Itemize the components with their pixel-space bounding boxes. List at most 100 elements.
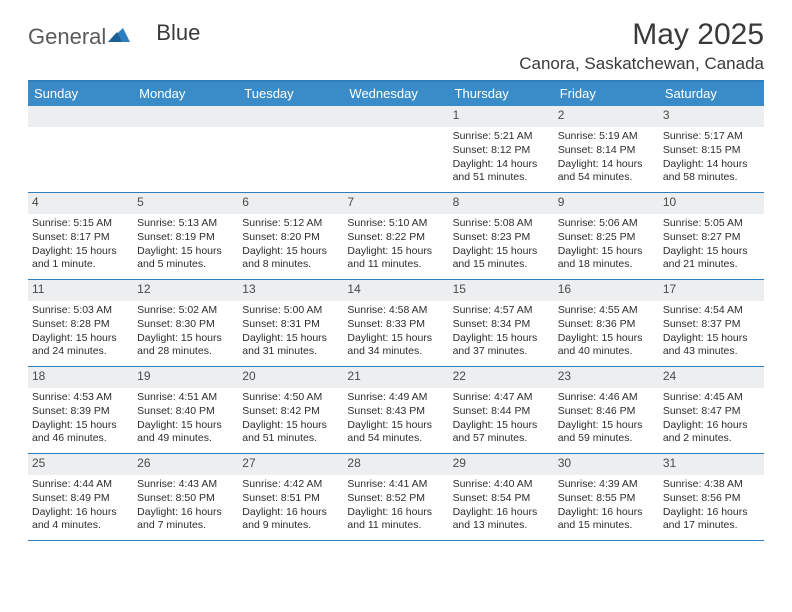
day-cell: 11Sunrise: 5:03 AMSunset: 8:28 PMDayligh… — [28, 280, 133, 366]
sunset-line: Sunset: 8:27 PM — [663, 231, 760, 245]
day-cell: 24Sunrise: 4:45 AMSunset: 8:47 PMDayligh… — [659, 367, 764, 453]
daylight-line: Daylight: 16 hours and 11 minutes. — [347, 506, 444, 534]
sunset-line: Sunset: 8:22 PM — [347, 231, 444, 245]
day-number: 2 — [554, 106, 659, 127]
daylight-line: Daylight: 15 hours and 37 minutes. — [453, 332, 550, 360]
sunrise-line: Sunrise: 5:00 AM — [242, 304, 339, 318]
sunset-line: Sunset: 8:12 PM — [453, 144, 550, 158]
week-row: 1Sunrise: 5:21 AMSunset: 8:12 PMDaylight… — [28, 106, 764, 193]
day-body: Sunrise: 5:21 AMSunset: 8:12 PMDaylight:… — [449, 127, 554, 189]
daylight-line: Daylight: 16 hours and 2 minutes. — [663, 419, 760, 447]
day-number: 30 — [554, 454, 659, 475]
sunrise-line: Sunrise: 5:03 AM — [32, 304, 129, 318]
sunset-line: Sunset: 8:50 PM — [137, 492, 234, 506]
dow-friday: Friday — [554, 82, 659, 106]
day-body: Sunrise: 5:15 AMSunset: 8:17 PMDaylight:… — [28, 214, 133, 276]
daylight-line: Daylight: 14 hours and 51 minutes. — [453, 158, 550, 186]
day-body: Sunrise: 4:42 AMSunset: 8:51 PMDaylight:… — [238, 475, 343, 537]
day-body: Sunrise: 4:39 AMSunset: 8:55 PMDaylight:… — [554, 475, 659, 537]
day-body: Sunrise: 4:51 AMSunset: 8:40 PMDaylight:… — [133, 388, 238, 450]
sunset-line: Sunset: 8:56 PM — [663, 492, 760, 506]
logo-text-2: Blue — [156, 20, 200, 46]
daylight-line: Daylight: 15 hours and 5 minutes. — [137, 245, 234, 273]
sunset-line: Sunset: 8:44 PM — [453, 405, 550, 419]
sunrise-line: Sunrise: 4:43 AM — [137, 478, 234, 492]
day-body: Sunrise: 4:54 AMSunset: 8:37 PMDaylight:… — [659, 301, 764, 363]
day-cell: 30Sunrise: 4:39 AMSunset: 8:55 PMDayligh… — [554, 454, 659, 540]
week-row: 4Sunrise: 5:15 AMSunset: 8:17 PMDaylight… — [28, 193, 764, 280]
week-row: 18Sunrise: 4:53 AMSunset: 8:39 PMDayligh… — [28, 367, 764, 454]
sunrise-line: Sunrise: 4:42 AM — [242, 478, 339, 492]
day-cell: 6Sunrise: 5:12 AMSunset: 8:20 PMDaylight… — [238, 193, 343, 279]
sunset-line: Sunset: 8:34 PM — [453, 318, 550, 332]
daylight-line: Daylight: 16 hours and 4 minutes. — [32, 506, 129, 534]
sunset-line: Sunset: 8:42 PM — [242, 405, 339, 419]
sunrise-line: Sunrise: 4:49 AM — [347, 391, 444, 405]
day-cell: 18Sunrise: 4:53 AMSunset: 8:39 PMDayligh… — [28, 367, 133, 453]
sunrise-line: Sunrise: 5:06 AM — [558, 217, 655, 231]
day-cell: 2Sunrise: 5:19 AMSunset: 8:14 PMDaylight… — [554, 106, 659, 192]
day-cell: 5Sunrise: 5:13 AMSunset: 8:19 PMDaylight… — [133, 193, 238, 279]
day-body: Sunrise: 4:46 AMSunset: 8:46 PMDaylight:… — [554, 388, 659, 450]
day-body: Sunrise: 4:38 AMSunset: 8:56 PMDaylight:… — [659, 475, 764, 537]
dow-row: Sunday Monday Tuesday Wednesday Thursday… — [28, 82, 764, 106]
day-cell: 13Sunrise: 5:00 AMSunset: 8:31 PMDayligh… — [238, 280, 343, 366]
sunset-line: Sunset: 8:15 PM — [663, 144, 760, 158]
day-number: 8 — [449, 193, 554, 214]
sunrise-line: Sunrise: 5:21 AM — [453, 130, 550, 144]
day-cell: 29Sunrise: 4:40 AMSunset: 8:54 PMDayligh… — [449, 454, 554, 540]
dow-sunday: Sunday — [28, 82, 133, 106]
logo: General Blue — [28, 24, 200, 50]
day-number: 17 — [659, 280, 764, 301]
dow-wednesday: Wednesday — [343, 82, 448, 106]
day-number: 22 — [449, 367, 554, 388]
daylight-line: Daylight: 15 hours and 1 minute. — [32, 245, 129, 273]
sunrise-line: Sunrise: 4:55 AM — [558, 304, 655, 318]
day-body: Sunrise: 4:43 AMSunset: 8:50 PMDaylight:… — [133, 475, 238, 537]
daylight-line: Daylight: 16 hours and 17 minutes. — [663, 506, 760, 534]
day-number: 26 — [133, 454, 238, 475]
day-body: Sunrise: 5:03 AMSunset: 8:28 PMDaylight:… — [28, 301, 133, 363]
day-cell: 28Sunrise: 4:41 AMSunset: 8:52 PMDayligh… — [343, 454, 448, 540]
day-body: Sunrise: 4:50 AMSunset: 8:42 PMDaylight:… — [238, 388, 343, 450]
day-number: 1 — [449, 106, 554, 127]
day-cell: 20Sunrise: 4:50 AMSunset: 8:42 PMDayligh… — [238, 367, 343, 453]
daylight-line: Daylight: 15 hours and 49 minutes. — [137, 419, 234, 447]
day-cell: 19Sunrise: 4:51 AMSunset: 8:40 PMDayligh… — [133, 367, 238, 453]
day-number: 29 — [449, 454, 554, 475]
sunset-line: Sunset: 8:40 PM — [137, 405, 234, 419]
sunset-line: Sunset: 8:14 PM — [558, 144, 655, 158]
day-number: 12 — [133, 280, 238, 301]
day-cell: 21Sunrise: 4:49 AMSunset: 8:43 PMDayligh… — [343, 367, 448, 453]
day-number: 31 — [659, 454, 764, 475]
day-body: Sunrise: 5:00 AMSunset: 8:31 PMDaylight:… — [238, 301, 343, 363]
sunrise-line: Sunrise: 4:45 AM — [663, 391, 760, 405]
week-row: 25Sunrise: 4:44 AMSunset: 8:49 PMDayligh… — [28, 454, 764, 541]
day-number: 7 — [343, 193, 448, 214]
dow-monday: Monday — [133, 82, 238, 106]
day-number: 23 — [554, 367, 659, 388]
sunset-line: Sunset: 8:36 PM — [558, 318, 655, 332]
daylight-line: Daylight: 15 hours and 8 minutes. — [242, 245, 339, 273]
day-body: Sunrise: 5:08 AMSunset: 8:23 PMDaylight:… — [449, 214, 554, 276]
sunset-line: Sunset: 8:28 PM — [32, 318, 129, 332]
daylight-line: Daylight: 15 hours and 40 minutes. — [558, 332, 655, 360]
month-title: May 2025 — [519, 18, 764, 52]
sunrise-line: Sunrise: 5:13 AM — [137, 217, 234, 231]
day-number: 14 — [343, 280, 448, 301]
daylight-line: Daylight: 16 hours and 9 minutes. — [242, 506, 339, 534]
daylight-line: Daylight: 15 hours and 18 minutes. — [558, 245, 655, 273]
sunrise-line: Sunrise: 4:57 AM — [453, 304, 550, 318]
day-cell — [28, 106, 133, 192]
daylight-line: Daylight: 14 hours and 54 minutes. — [558, 158, 655, 186]
daylight-line: Daylight: 15 hours and 21 minutes. — [663, 245, 760, 273]
sunrise-line: Sunrise: 4:41 AM — [347, 478, 444, 492]
location: Canora, Saskatchewan, Canada — [519, 54, 764, 74]
day-cell — [133, 106, 238, 192]
daylight-line: Daylight: 15 hours and 24 minutes. — [32, 332, 129, 360]
day-number: 19 — [133, 367, 238, 388]
sunrise-line: Sunrise: 5:15 AM — [32, 217, 129, 231]
sunrise-line: Sunrise: 5:02 AM — [137, 304, 234, 318]
sunset-line: Sunset: 8:37 PM — [663, 318, 760, 332]
sunrise-line: Sunrise: 5:08 AM — [453, 217, 550, 231]
